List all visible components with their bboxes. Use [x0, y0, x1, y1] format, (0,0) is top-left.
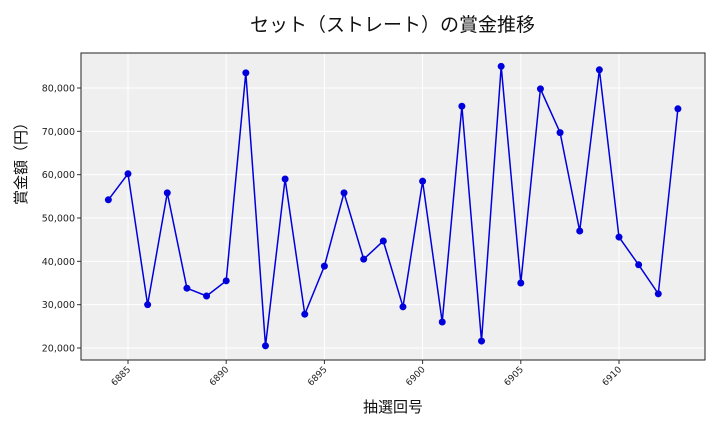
- data-point: [458, 102, 466, 110]
- x-axis-label: 抽選回号: [362, 398, 423, 416]
- data-point: [438, 318, 446, 326]
- data-point: [595, 66, 603, 74]
- y-tick-label: 30,000: [42, 300, 75, 311]
- data-point: [360, 255, 368, 263]
- data-point: [497, 62, 505, 70]
- x-tick-label: 6900: [404, 365, 427, 388]
- data-point: [163, 189, 171, 197]
- y-tick-label: 60,000: [42, 170, 75, 181]
- y-tick-label: 40,000: [42, 257, 75, 268]
- y-tick-label: 80,000: [42, 84, 75, 95]
- data-point: [399, 303, 407, 311]
- data-point: [340, 189, 348, 197]
- data-point: [517, 279, 525, 287]
- data-point: [124, 170, 132, 178]
- x-tick-label: 6895: [306, 365, 329, 388]
- data-point: [654, 290, 662, 298]
- chart-title: セット（ストレート）の賞金推移: [249, 14, 535, 36]
- data-point: [222, 277, 230, 285]
- data-point: [301, 310, 309, 318]
- data-point: [203, 292, 211, 300]
- data-point: [281, 175, 289, 183]
- data-point: [419, 177, 427, 185]
- data-point: [144, 301, 152, 309]
- y-tick-label: 20,000: [42, 344, 75, 355]
- plot-frame: [80, 52, 706, 361]
- data-point: [576, 227, 584, 235]
- data-point: [556, 129, 564, 137]
- data-point: [320, 262, 328, 270]
- data-point: [674, 105, 682, 113]
- data-point: [183, 284, 191, 292]
- data-point: [536, 85, 544, 93]
- data-point: [379, 237, 387, 245]
- y-tick-label: 50,000: [42, 214, 75, 225]
- x-tick-label: 6905: [503, 365, 526, 388]
- data-point: [261, 342, 269, 350]
- data-point: [635, 261, 643, 269]
- x-tick-label: 6890: [208, 365, 231, 388]
- data-point: [478, 337, 486, 345]
- data-point: [615, 233, 623, 241]
- y-axis-label: 賞金額（円）: [12, 114, 30, 205]
- data-point: [242, 69, 250, 77]
- y-tick-label: 70,000: [42, 127, 75, 138]
- x-tick-label: 6910: [601, 365, 624, 388]
- x-tick-label: 6885: [110, 365, 133, 388]
- plot-area: [81, 53, 705, 360]
- data-point: [104, 196, 112, 204]
